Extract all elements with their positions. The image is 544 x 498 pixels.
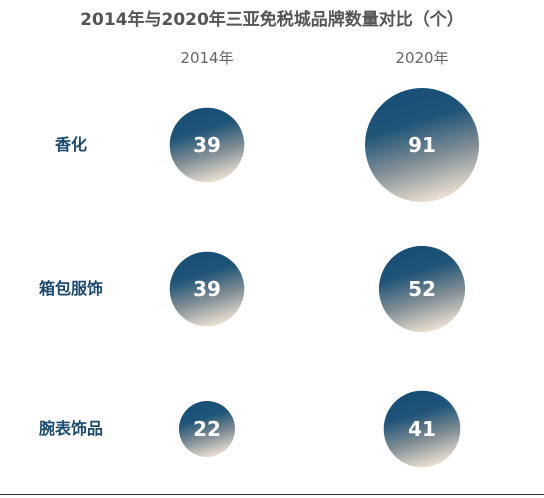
bubble-cosmetics-2014: 39 — [169, 107, 245, 183]
row-label-watches-jewelry: 腕表饰品 — [38, 419, 103, 438]
bubble-value-label: 22 — [193, 417, 221, 441]
bubble-bags-apparel-2020: 52 — [378, 245, 466, 333]
bubble-value-label: 39 — [193, 277, 221, 301]
chart-title: 2014年与2020年三亚免税城品牌数量对比（个） — [80, 10, 464, 30]
bubble-value-label: 39 — [193, 133, 221, 157]
bubble-bags-apparel-2014: 39 — [169, 251, 245, 327]
bubble-circle — [383, 390, 461, 468]
bubble-watches-jewelry-2020: 41 — [383, 390, 461, 468]
bubble-value-label: 41 — [408, 417, 436, 441]
bubble-circle — [365, 88, 479, 202]
bubble-circle — [378, 245, 466, 333]
bottom-rule — [0, 494, 544, 495]
row-label-bags-apparel: 箱包服饰 — [38, 279, 103, 298]
bubble-value-label: 91 — [408, 133, 436, 157]
bubble-watches-jewelry-2014: 22 — [179, 401, 235, 457]
row-label-cosmetics: 香化 — [54, 135, 87, 154]
bubble-cosmetics-2020: 91 — [365, 88, 479, 202]
bubble-value-label: 52 — [408, 277, 436, 301]
column-header-2020: 2020年 — [395, 49, 449, 67]
column-header-2014: 2014年 — [180, 49, 234, 67]
bubble-circle — [169, 107, 245, 183]
bubble-circle — [169, 251, 245, 327]
bubble-circle — [179, 401, 235, 457]
